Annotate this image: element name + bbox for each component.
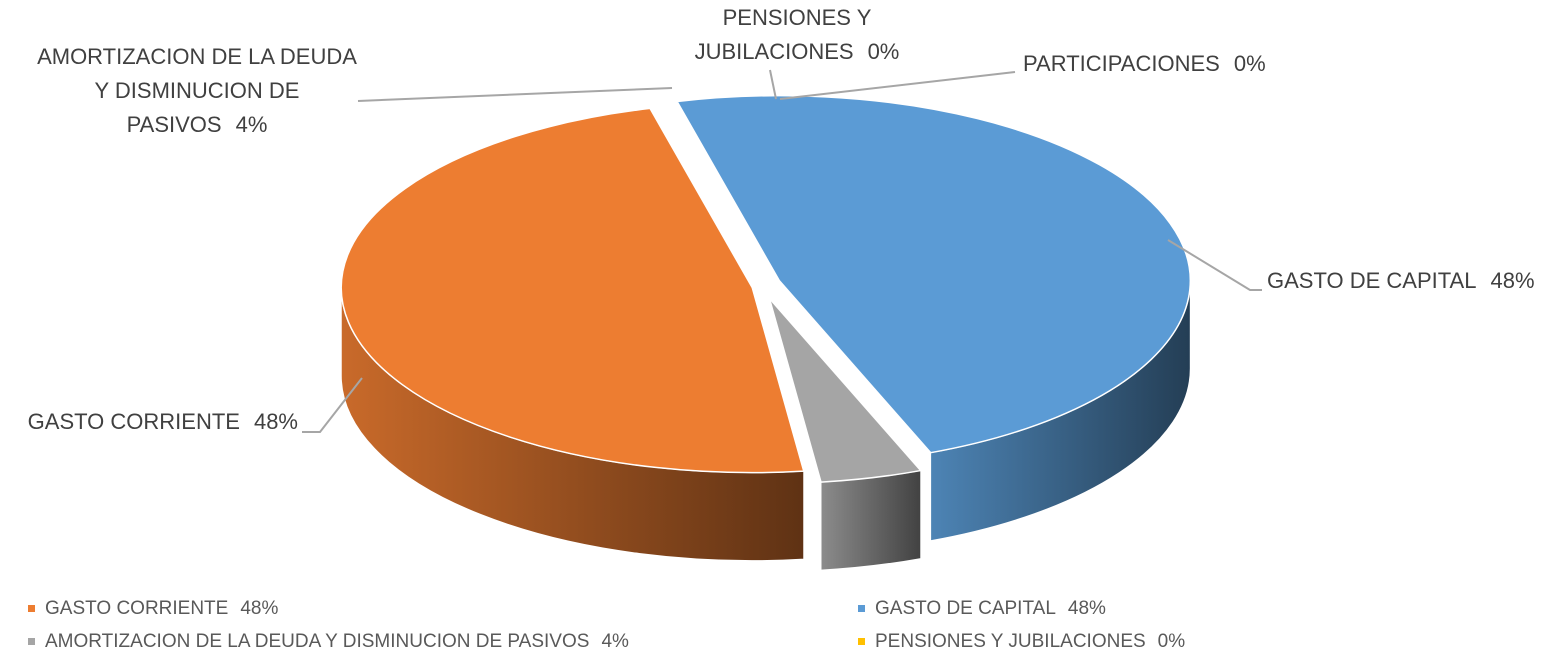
legend-entry: GASTO CORRIENTE 48% (28, 598, 278, 620)
legend-label: AMORTIZACION DE LA DEUDA Y DISMINUCION D… (45, 631, 590, 652)
legend-marker (858, 605, 865, 613)
legend-label: 4% (601, 631, 629, 652)
legend-marker (28, 638, 35, 646)
legend-marker (858, 638, 865, 646)
legend-label: 48% (1067, 598, 1106, 619)
leader-line (1167, 239, 1262, 291)
legend-label: 48% (240, 598, 279, 619)
legend-label: 0% (1157, 631, 1186, 652)
leader-line (357, 87, 673, 102)
legend-label: GASTO CORRIENTE (45, 598, 229, 619)
slice-side (820, 469, 922, 571)
data-label: AMORTIZACION DE LA DEUDA Y DISMINUCION D… (37, 44, 357, 137)
leader-line (779, 71, 1016, 100)
data-label: GASTO DE CAPITAL 48% (1267, 268, 1535, 293)
leader-line (302, 377, 363, 433)
legend-entry: GASTO DE CAPITAL 48% (858, 598, 1106, 620)
slice (340, 107, 805, 474)
legend-entry: PENSIONES Y JUBILACIONES 0% (858, 631, 1185, 653)
data-label: PARTICIPACIONES 0% (1023, 51, 1266, 76)
legend-label: GASTO DE CAPITAL (875, 598, 1056, 619)
legend-entry: AMORTIZACION DE LA DEUDA Y DISMINUCION D… (28, 631, 629, 653)
data-label: GASTO CORRIENTE 48% (27, 409, 298, 434)
data-label: PENSIONES Y JUBILACIONES 0% (694, 5, 900, 64)
slice (675, 94, 1192, 454)
leader-line (769, 69, 777, 100)
legend-label: PENSIONES Y JUBILACIONES (875, 631, 1146, 652)
legend-marker (28, 605, 35, 613)
slice (768, 298, 923, 483)
